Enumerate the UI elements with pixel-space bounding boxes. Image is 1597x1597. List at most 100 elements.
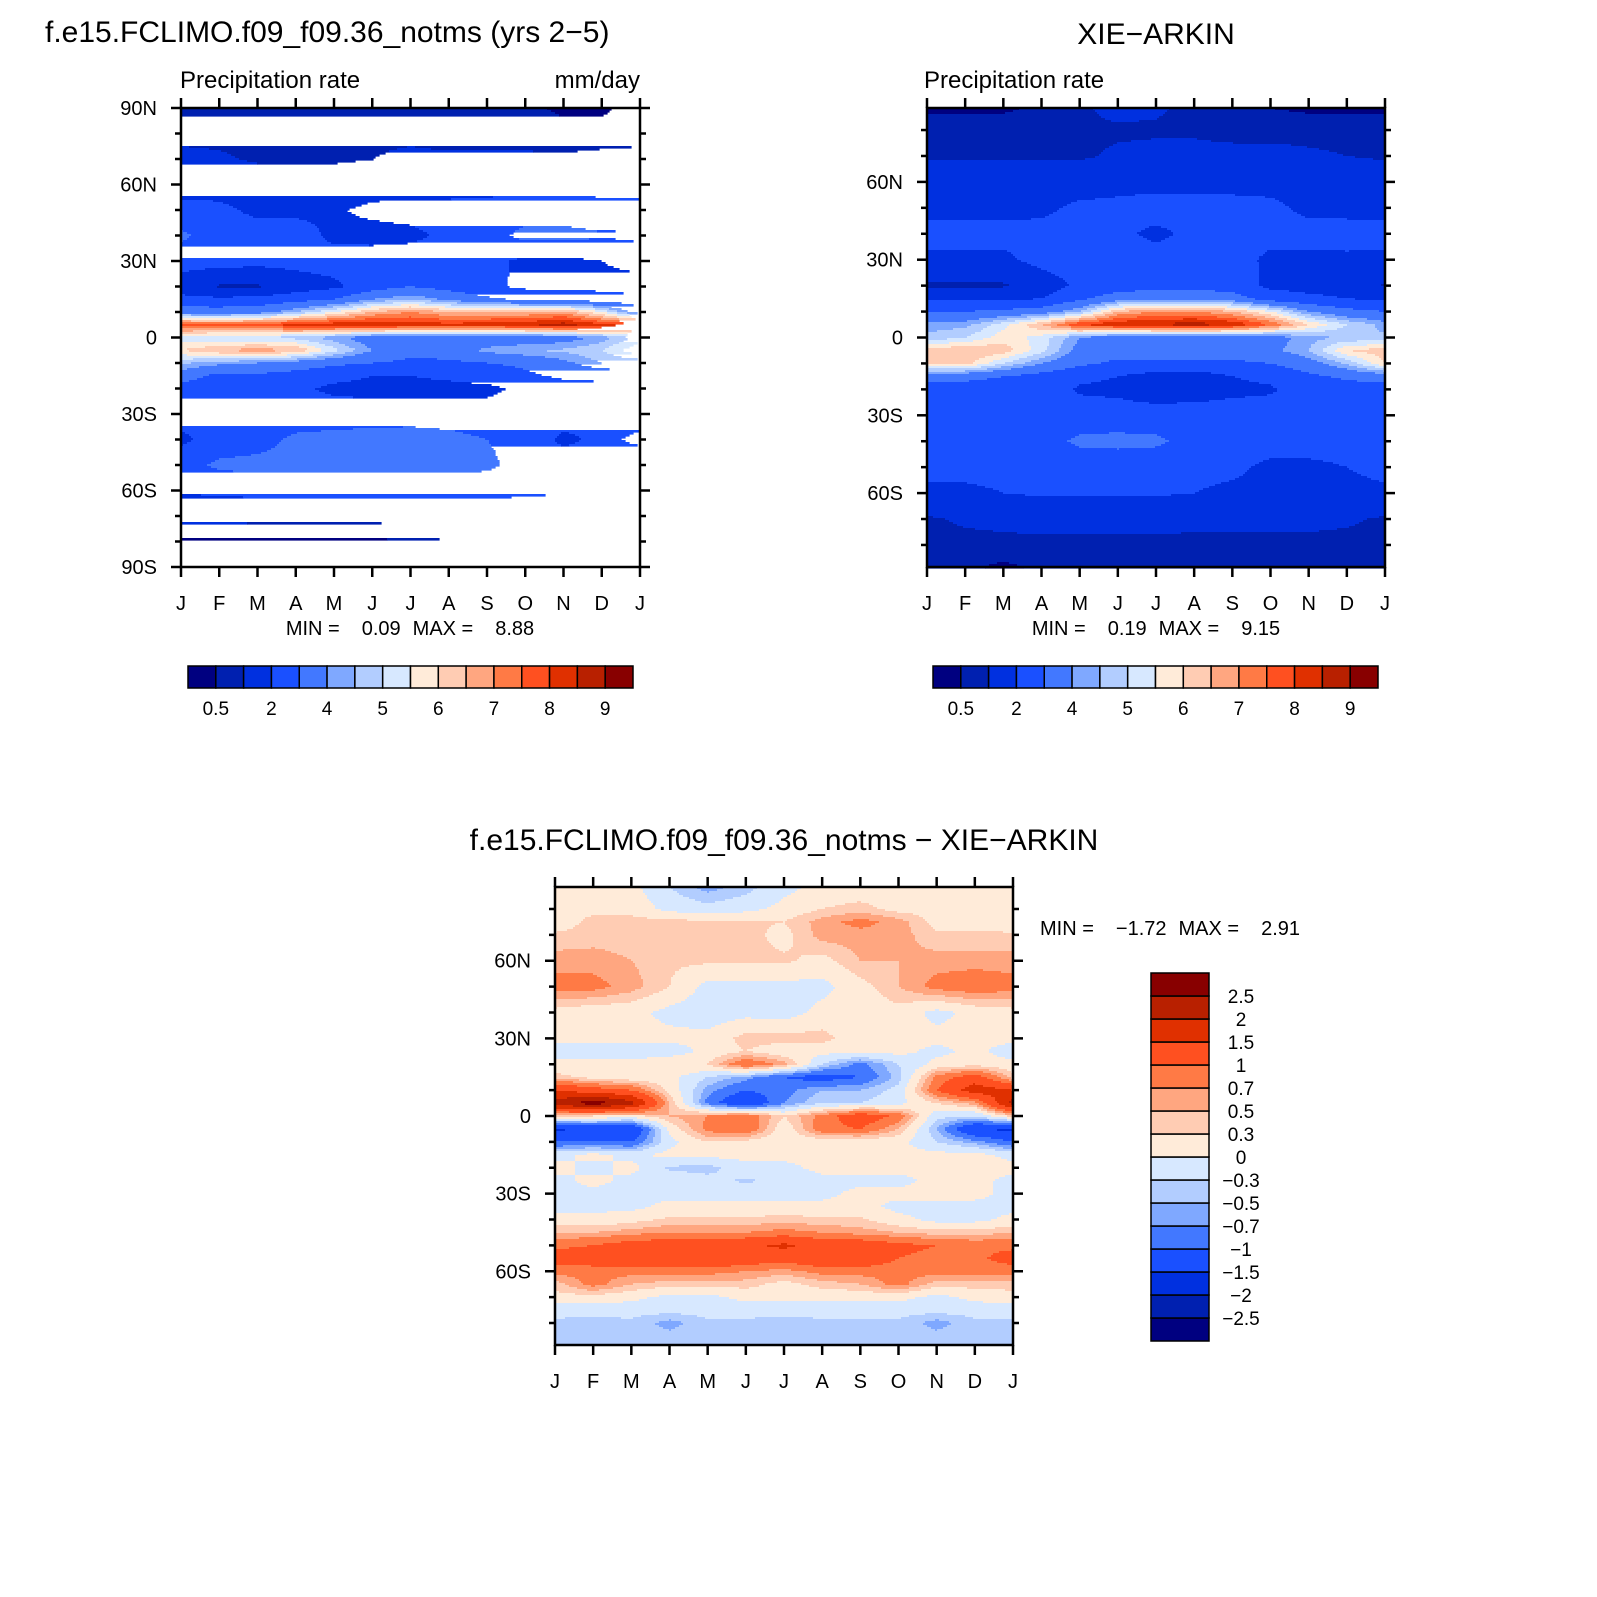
contour-cell xyxy=(1375,324,1386,327)
contour-cell xyxy=(921,1087,930,1090)
contour-cell xyxy=(605,949,780,952)
contour-cell xyxy=(687,1045,740,1048)
contour-cell xyxy=(645,1139,654,1142)
contour-cell xyxy=(721,1023,936,1026)
contour-cell xyxy=(775,923,786,926)
contour-cell xyxy=(613,1171,636,1174)
contour-cell xyxy=(1161,436,1386,439)
contour-cell xyxy=(863,1227,918,1230)
contour-cell xyxy=(931,1021,946,1024)
contour-cell xyxy=(831,991,880,994)
contour-cell xyxy=(927,164,1386,167)
contour-cell xyxy=(1119,304,1232,307)
contour-cell xyxy=(927,352,1006,355)
contour-cell xyxy=(555,1245,588,1248)
contour-cell xyxy=(1013,364,1036,367)
contour-cell xyxy=(977,484,1216,487)
contour-cell xyxy=(299,316,328,319)
contour-cell xyxy=(809,1131,822,1134)
contour-cell xyxy=(873,1069,888,1072)
contour-cell xyxy=(927,116,1102,119)
contour-cell xyxy=(1197,318,1238,321)
contour-cell xyxy=(909,1113,920,1116)
contour-cell xyxy=(923,1083,932,1086)
contour-cell xyxy=(869,1131,890,1134)
contour-cell xyxy=(555,1291,560,1294)
contour-cell xyxy=(633,1085,648,1088)
contour-cell xyxy=(837,961,900,964)
contour-cell xyxy=(751,1231,818,1234)
contour-cell xyxy=(693,1129,706,1132)
contour-cell xyxy=(645,1101,658,1104)
contour-cell xyxy=(1085,158,1374,161)
contour-cell xyxy=(589,238,616,241)
contour-cell xyxy=(191,362,258,365)
contour-cell xyxy=(181,292,292,295)
contour-cell xyxy=(623,955,802,958)
contour-cell xyxy=(1347,466,1386,469)
colorbar-box xyxy=(493,665,523,689)
contour-cell xyxy=(369,376,418,379)
contour-cell xyxy=(555,1209,636,1212)
contour-cell xyxy=(639,971,676,974)
contour-cell xyxy=(601,1147,638,1150)
contour-cell xyxy=(663,1099,668,1102)
contour-cell xyxy=(639,1105,656,1108)
contour-cell xyxy=(1047,312,1066,315)
contour-cell xyxy=(603,979,644,982)
contour-cell xyxy=(727,1065,742,1068)
contour-cell xyxy=(787,919,816,922)
contour-cell xyxy=(223,306,310,309)
contour-cell xyxy=(641,1133,650,1136)
contour-cell xyxy=(343,356,546,359)
contour-cell xyxy=(1075,300,1116,303)
contour-cell xyxy=(181,238,188,241)
contour-cell xyxy=(611,1003,676,1006)
contour-cell xyxy=(181,438,194,441)
y-tick-label: 0 xyxy=(146,328,157,350)
contour-cell xyxy=(299,218,368,221)
contour-cell xyxy=(671,1147,918,1150)
contour-cell xyxy=(829,1113,856,1116)
contour-cell xyxy=(927,278,1064,281)
contour-cell xyxy=(1061,344,1076,347)
contour-cell xyxy=(555,1301,624,1304)
colorbar-box xyxy=(1293,665,1324,689)
contour-cell xyxy=(233,296,344,299)
contour-cell xyxy=(927,148,1106,151)
contour-cell xyxy=(333,306,354,309)
contour-cell xyxy=(803,1013,926,1016)
contour-cell xyxy=(321,386,500,389)
colorbar-label: 5 xyxy=(1122,699,1133,720)
contour-cell xyxy=(573,320,598,323)
contour-cell xyxy=(825,979,866,982)
contour-cell xyxy=(927,358,980,361)
contour-cell xyxy=(555,1033,744,1036)
contour-cell xyxy=(585,316,604,319)
contour-cell xyxy=(1077,330,1084,333)
contour-cell xyxy=(181,216,254,219)
contour-cell xyxy=(1267,250,1346,253)
contour-cell xyxy=(1285,204,1386,207)
contour-cell xyxy=(945,1129,958,1132)
contour-cell xyxy=(1155,446,1386,449)
contour-cell xyxy=(181,146,190,149)
contour-cell xyxy=(977,364,996,367)
contour-cell xyxy=(681,967,846,970)
contour-cell xyxy=(1357,370,1384,373)
contour-cell xyxy=(555,937,768,940)
contour-cell xyxy=(555,907,656,910)
contour-cell xyxy=(643,979,672,982)
colorbar-box xyxy=(1150,1110,1210,1135)
contour-cell xyxy=(555,1057,648,1060)
contour-cell xyxy=(675,1139,702,1142)
contour-cell xyxy=(1067,440,1170,443)
contour-cell xyxy=(1165,112,1306,115)
contour-cell xyxy=(927,154,1100,157)
contour-field xyxy=(555,887,1014,1346)
contour-cell xyxy=(781,1119,788,1122)
contour-cell xyxy=(933,1281,1014,1284)
contour-cell xyxy=(181,286,218,289)
contour-cell xyxy=(327,316,356,319)
contour-cell xyxy=(1349,468,1386,471)
